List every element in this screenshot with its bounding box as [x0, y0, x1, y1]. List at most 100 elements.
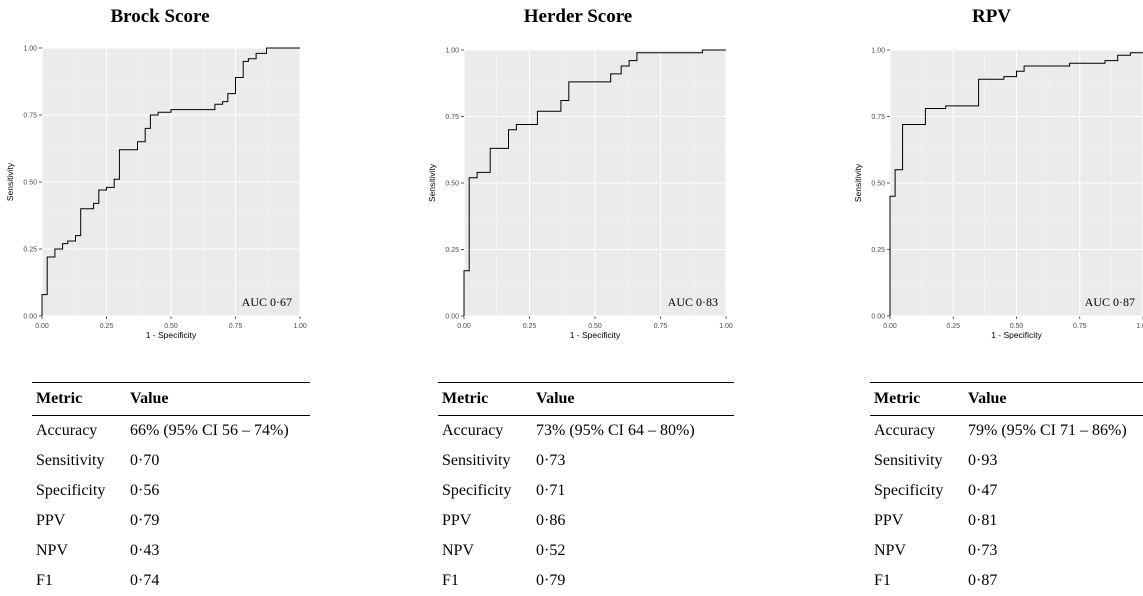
y-tick-label: 0.75: [445, 114, 459, 121]
x-tick-label: 0.50: [588, 323, 602, 330]
x-tick-label: 0.25: [523, 323, 537, 330]
metric-column-header: Metric: [442, 390, 489, 407]
roc-chart-rpv: 0.00 0.25 0.50 0.75 1.00 0.00 0.25 0.50 0.75 1.00…: [853, 48, 1143, 340]
metrics-table-herder: Metric Value Accuracy 73% (95% CI 64 – 80%)…: [438, 382, 734, 596]
y-tick-label: 0.75: [871, 114, 885, 121]
table-row: Sensitivity 0·70: [32, 446, 310, 476]
table-row: Accuracy 66% (95% CI 56 – 74%): [32, 416, 310, 447]
table-row: Sensitivity 0·73: [438, 446, 734, 476]
metric-name-cell: Specificity: [874, 482, 944, 499]
metric-name-cell: Specificity: [36, 482, 106, 499]
panel-brock: Brock Score 0.00 0.25 0.50 0.75 1.00 0.00 0.25…: [0, 0, 320, 592]
roc-curve: [889, 52, 1143, 316]
metric-value-cell: 0·70: [130, 452, 160, 469]
table-row: F1 0·87: [870, 566, 1143, 596]
roc-chart-brock: 0.00 0.25 0.50 0.75 1.00 0.00 0.25 0.50 0.75 1.00…: [5, 46, 307, 341]
value-column-header: Value: [536, 390, 575, 407]
metric-value-cell: 66% (95% CI 56 – 74%): [130, 422, 289, 439]
metric-value-cell: 79% (95% CI 71 – 86%): [968, 422, 1127, 439]
y-tick-label: 1.00: [871, 48, 885, 55]
metric-value-cell: 73% (95% CI 64 – 80%): [536, 422, 695, 439]
table-row: Specificity 0·71: [438, 476, 734, 506]
y-tick-label: 0.25: [23, 247, 37, 254]
metric-column-header: Metric: [36, 390, 83, 407]
metric-name-cell: PPV: [874, 512, 904, 529]
table-row: PPV 0·86: [438, 506, 734, 536]
table-header-row: Metric Value: [870, 382, 1143, 416]
table-row: Accuracy 79% (95% CI 71 – 86%): [870, 416, 1143, 447]
table-row: NPV 0·43: [32, 536, 310, 566]
y-tick-label: 0.25: [871, 247, 885, 254]
x-tick-label: 0.25: [946, 323, 960, 330]
y-tick-label: 0.50: [23, 180, 37, 187]
metric-value-cell: 0·56: [130, 482, 160, 499]
metric-name-cell: NPV: [36, 542, 69, 559]
x-tick-label: 1.00: [293, 323, 307, 330]
auc-annotation: AUC 0·67: [242, 295, 292, 309]
metric-value-cell: 0·73: [968, 542, 998, 559]
metric-value-cell: 0·79: [130, 512, 160, 529]
y-tick-label: 0.25: [445, 247, 459, 254]
chart-title: Brock Score: [110, 6, 210, 27]
metric-name-cell: PPV: [36, 512, 66, 529]
y-tick-label: 0.00: [23, 314, 37, 321]
metric-name-cell: NPV: [442, 542, 475, 559]
value-column-header: Value: [968, 390, 1007, 407]
metrics-table-brock: Metric Value Accuracy 66% (95% CI 56 – 74%)…: [32, 382, 310, 596]
metric-value-cell: 0·79: [536, 572, 566, 589]
table-header-row: Metric Value: [438, 382, 734, 416]
metric-name-cell: F1: [36, 572, 53, 589]
x-axis-label: 1 - Specificity: [991, 330, 1042, 340]
metric-value-cell: 0·74: [130, 572, 160, 589]
metric-value-cell: 0·71: [536, 482, 566, 499]
table-row: Specificity 0·47: [870, 476, 1143, 506]
y-axis-label: Sensitivity: [853, 163, 863, 202]
panel-rpv: RPV 0.00 0.25 0.50 0.75 1.00 0.00 0.25 0.50 0.75…: [840, 0, 1143, 592]
table-row: Accuracy 73% (95% CI 64 – 80%): [438, 416, 734, 447]
y-tick-label: 0.00: [871, 314, 885, 321]
metric-value-cell: 0·87: [968, 572, 998, 589]
metric-value-cell: 0·86: [536, 512, 566, 529]
x-axis-label: 1 - Specificity: [570, 330, 621, 340]
metric-column-header: Metric: [874, 390, 921, 407]
y-axis-label: Sensitivity: [427, 163, 437, 202]
table-row: NPV 0·73: [870, 536, 1143, 566]
metric-value-cell: 0·81: [968, 512, 998, 529]
metric-name-cell: Sensitivity: [442, 452, 511, 469]
metric-value-cell: 0·52: [536, 542, 566, 559]
roc-curve: [463, 49, 726, 316]
x-tick-label: 1.00: [719, 323, 733, 330]
y-axis-label: Sensitivity: [5, 162, 15, 201]
metric-name-cell: Sensitivity: [874, 452, 943, 469]
metric-name-cell: NPV: [874, 542, 907, 559]
metrics-table-rpv: Metric Value Accuracy 79% (95% CI 71 – 86%)…: [870, 382, 1143, 596]
chart-title: RPV: [971, 6, 1012, 27]
y-tick-label: 0.50: [445, 181, 459, 188]
table-row: F1 0·74: [32, 566, 310, 596]
chart-title: Herder Score: [523, 6, 633, 27]
metric-name-cell: Accuracy: [442, 422, 504, 439]
metric-value-cell: 0·93: [968, 452, 998, 469]
table-row: Sensitivity 0·93: [870, 446, 1143, 476]
table-row: PPV 0·81: [870, 506, 1143, 536]
y-tick-label: 0.00: [445, 314, 459, 321]
auc-annotation: AUC 0·87: [1085, 295, 1135, 309]
metric-value-cell: 0·43: [130, 542, 160, 559]
y-tick-label: 0.50: [871, 181, 885, 188]
x-tick-label: 0.75: [1073, 323, 1087, 330]
metric-name-cell: Sensitivity: [36, 452, 105, 469]
table-row: NPV 0·52: [438, 536, 734, 566]
metric-name-cell: F1: [442, 572, 459, 589]
auc-annotation: AUC 0·83: [668, 295, 718, 309]
x-tick-label: 0.75: [654, 323, 668, 330]
x-tick-label: 0.25: [100, 323, 114, 330]
x-tick-label: 0.75: [229, 323, 243, 330]
x-tick-label: 1.00: [1136, 323, 1143, 330]
metric-name-cell: Specificity: [442, 482, 512, 499]
metric-value-cell: 0·47: [968, 482, 998, 499]
x-tick-label: 0.50: [164, 323, 178, 330]
metric-name-cell: Accuracy: [36, 422, 98, 439]
table-header-row: Metric Value: [32, 382, 310, 416]
x-tick-label: 0.00: [883, 323, 897, 330]
y-tick-label: 1.00: [445, 48, 459, 55]
